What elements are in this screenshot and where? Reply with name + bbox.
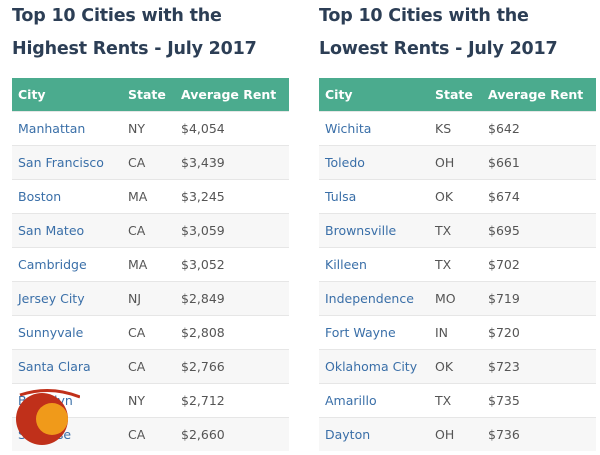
city-link[interactable]: Toledo bbox=[319, 145, 435, 180]
table-row: Jersey City NJ $2,849 bbox=[12, 281, 289, 316]
table-row: Independence MO $719 bbox=[319, 281, 596, 316]
state-cell: MA bbox=[128, 179, 181, 214]
col-city: City bbox=[319, 78, 435, 112]
table-row: Amarillo TX $735 bbox=[319, 383, 596, 418]
city-link[interactable]: Tulsa bbox=[319, 179, 435, 214]
state-cell: MO bbox=[435, 281, 488, 316]
rent-cell: $674 bbox=[488, 179, 596, 214]
rent-cell: $695 bbox=[488, 213, 596, 248]
rent-cell: $4,054 bbox=[181, 111, 289, 146]
rent-cell: $720 bbox=[488, 315, 596, 350]
state-cell: OH bbox=[435, 417, 488, 451]
watermark-logo-icon bbox=[16, 389, 80, 445]
table-row: Cambridge MA $3,052 bbox=[12, 247, 289, 282]
city-link[interactable]: Brownsville bbox=[319, 213, 435, 248]
state-cell: OK bbox=[435, 349, 488, 384]
state-cell: OK bbox=[435, 179, 488, 214]
table-row: San Francisco CA $3,439 bbox=[12, 145, 289, 180]
col-state: State bbox=[128, 78, 181, 112]
table-row: Santa Clara CA $2,766 bbox=[12, 349, 289, 384]
rent-cell: $702 bbox=[488, 247, 596, 282]
table-row: Brownsville TX $695 bbox=[319, 213, 596, 248]
state-cell: OH bbox=[435, 145, 488, 180]
city-link[interactable]: Amarillo bbox=[319, 383, 435, 418]
state-cell: CA bbox=[128, 417, 181, 451]
rent-cell: $3,439 bbox=[181, 145, 289, 180]
rent-cell: $2,849 bbox=[181, 281, 289, 316]
table-row: Sunnyvale CA $2,808 bbox=[12, 315, 289, 350]
state-cell: TX bbox=[435, 383, 488, 418]
rent-cell: $735 bbox=[488, 383, 596, 418]
city-link[interactable]: Sunnyvale bbox=[12, 315, 128, 350]
state-cell: CA bbox=[128, 349, 181, 384]
city-link[interactable]: Oklahoma City bbox=[319, 349, 435, 384]
col-state: State bbox=[435, 78, 488, 112]
col-rent: Average Rent bbox=[488, 78, 596, 112]
table-row: Tulsa OK $674 bbox=[319, 179, 596, 214]
state-cell: CA bbox=[128, 315, 181, 350]
table-row: Wichita KS $642 bbox=[319, 111, 596, 146]
state-cell: CA bbox=[128, 145, 181, 180]
city-link[interactable]: Dayton bbox=[319, 417, 435, 451]
highest-rents-table: City State Average Rent Manhattan NY $4,05… bbox=[12, 78, 289, 451]
table-row: Boston MA $3,245 bbox=[12, 179, 289, 214]
table-row: Dayton OH $736 bbox=[319, 417, 596, 451]
state-cell: TX bbox=[435, 247, 488, 282]
rent-cell: $2,808 bbox=[181, 315, 289, 350]
state-cell: MA bbox=[128, 247, 181, 282]
table-row: Fort Wayne IN $720 bbox=[319, 315, 596, 350]
rent-cell: $3,059 bbox=[181, 213, 289, 248]
city-link[interactable]: Fort Wayne bbox=[319, 315, 435, 350]
rent-cell: $661 bbox=[488, 145, 596, 180]
rent-cell: $2,712 bbox=[181, 383, 289, 418]
state-cell: NY bbox=[128, 383, 181, 418]
state-cell: TX bbox=[435, 213, 488, 248]
table-row: San Mateo CA $3,059 bbox=[12, 213, 289, 248]
city-link[interactable]: Killeen bbox=[319, 247, 435, 282]
rent-cell: $642 bbox=[488, 111, 596, 146]
state-cell: NJ bbox=[128, 281, 181, 316]
state-cell: CA bbox=[128, 213, 181, 248]
table-row: Manhattan NY $4,054 bbox=[12, 111, 289, 146]
city-link[interactable]: Wichita bbox=[319, 111, 435, 146]
rent-cell: $736 bbox=[488, 417, 596, 451]
state-cell: IN bbox=[435, 315, 488, 350]
highest-rents-title: Top 10 Cities with the Highest Rents - J… bbox=[12, 6, 257, 59]
city-link[interactable]: Jersey City bbox=[12, 281, 128, 316]
lowest-rents-title: Top 10 Cities with the Lowest Rents - Ju… bbox=[319, 6, 558, 59]
city-link[interactable]: San Mateo bbox=[12, 213, 128, 248]
rent-cell: $3,052 bbox=[181, 247, 289, 282]
lowest-rents-table: City State Average Rent Wichita KS $642 Tol… bbox=[319, 78, 596, 451]
highest-rents-panel: Top 10 Cities with the Highest Rents - J… bbox=[12, 0, 289, 451]
table-row: Oklahoma City OK $723 bbox=[319, 349, 596, 384]
city-link[interactable]: Independence bbox=[319, 281, 435, 316]
lowest-rents-panel: Top 10 Cities with the Lowest Rents - Ju… bbox=[319, 0, 596, 451]
city-link[interactable]: Manhattan bbox=[12, 111, 128, 146]
rent-cell: $723 bbox=[488, 349, 596, 384]
city-link[interactable]: Santa Clara bbox=[12, 349, 128, 384]
table-row: Toledo OH $661 bbox=[319, 145, 596, 180]
rent-cell: $3,245 bbox=[181, 179, 289, 214]
state-cell: NY bbox=[128, 111, 181, 146]
city-link[interactable]: Cambridge bbox=[12, 247, 128, 282]
rent-cell: $719 bbox=[488, 281, 596, 316]
col-city: City bbox=[12, 78, 128, 112]
rent-cell: $2,766 bbox=[181, 349, 289, 384]
city-link[interactable]: Boston bbox=[12, 179, 128, 214]
rent-cell: $2,660 bbox=[181, 417, 289, 451]
table-row: Killeen TX $702 bbox=[319, 247, 596, 282]
col-rent: Average Rent bbox=[181, 78, 289, 112]
city-link[interactable]: San Francisco bbox=[12, 145, 128, 180]
state-cell: KS bbox=[435, 111, 488, 146]
